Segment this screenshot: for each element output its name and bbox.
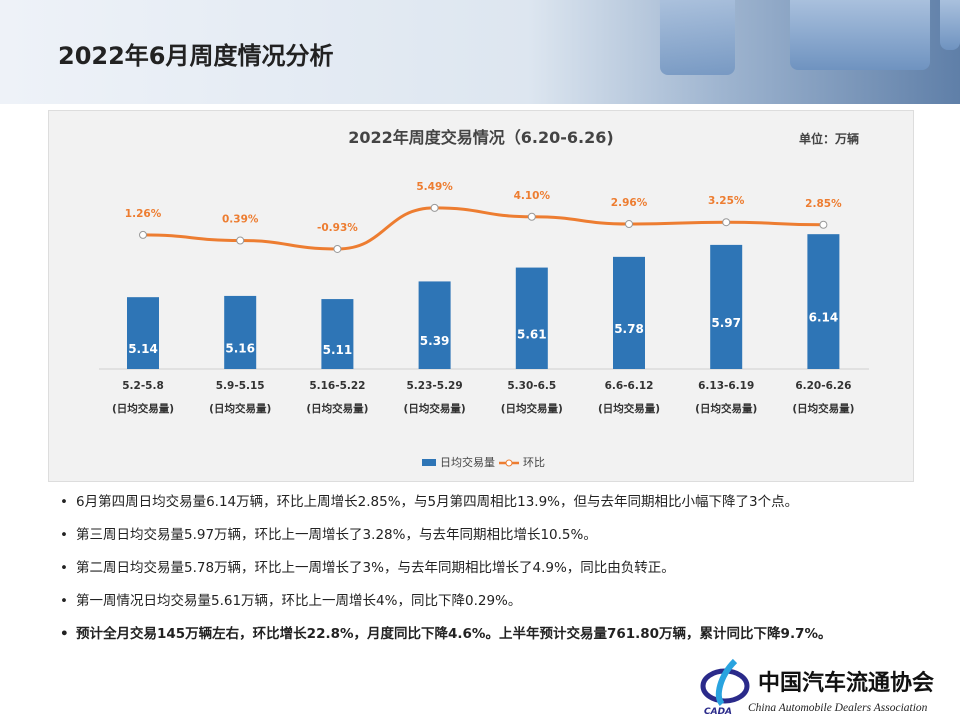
- bar: [321, 299, 354, 369]
- bar-value-label: 6.14: [809, 311, 839, 325]
- bar-value-label: 5.39: [420, 334, 450, 348]
- bullet-item: 第二周日均交易量5.78万辆，环比上一周增长了3%，与去年同期相比增长了4.9%…: [60, 556, 940, 580]
- bar: [515, 267, 548, 369]
- unit-label: 单位：万辆: [799, 131, 859, 146]
- line-point: [625, 220, 633, 229]
- x-tick-sublabel: (日均交易量): [792, 402, 854, 415]
- bar: [418, 281, 451, 369]
- x-tick-sublabel: (日均交易量): [404, 402, 466, 415]
- decorative-cube: [940, 0, 960, 50]
- legend-bar-swatch: [422, 459, 436, 466]
- header-banner: 2022年6月周度情况分析: [0, 0, 960, 104]
- bar: [807, 234, 840, 369]
- bullet-list: 6月第四周日均交易量6.14万辆，环比上周增长2.85%，与5月第四周相比13.…: [60, 490, 940, 655]
- logo-en: China Automobile Dealers Association: [748, 702, 928, 714]
- line-value-label: 2.85%: [805, 198, 842, 210]
- x-tick-label: 5.2-5.8: [122, 380, 164, 392]
- logo-cn: 中国汽车流通协会: [758, 670, 934, 696]
- x-tick-label: 6.13-6.19: [698, 380, 754, 392]
- bullet-item: 第三周日均交易量5.97万辆，环比上一周增长了3.28%，与去年同期相比增长10…: [60, 523, 940, 547]
- line-value-label: 4.10%: [514, 190, 551, 202]
- line-point: [527, 212, 536, 221]
- decorative-cube: [790, 0, 930, 70]
- line-value-label: 3.25%: [708, 195, 745, 207]
- x-tick-sublabel: (日均交易量): [306, 402, 368, 415]
- bullet-item: 6月第四周日均交易量6.14万辆，环比上周增长2.85%，与5月第四周相比13.…: [60, 490, 940, 514]
- bar-value-label: 5.16: [225, 341, 255, 355]
- line-point: [722, 218, 731, 227]
- line-point: [139, 230, 147, 239]
- x-tick-label: 5.9-5.15: [216, 380, 265, 392]
- bullet-item: 预计全月交易145万辆左右，环比增长22.8%，月度同比下降4.6%。上半年预计…: [60, 622, 906, 646]
- line-point: [333, 244, 342, 253]
- bar-value-label: 5.11: [323, 343, 353, 357]
- x-tick-sublabel: (日均交易量): [501, 402, 563, 415]
- line-value-label: 1.26%: [125, 208, 162, 220]
- legend-bar-label: 日均交易量: [440, 455, 495, 469]
- x-tick-label: 5.30-6.5: [507, 380, 556, 392]
- line-value-label: 0.39%: [222, 214, 259, 226]
- line-point: [430, 203, 439, 212]
- bar: [224, 295, 257, 369]
- chart-title: 2022年周度交易情况（6.20-6.26): [348, 128, 613, 147]
- x-tick-label: 5.16-5.22: [309, 380, 365, 392]
- bullet-item: 第一周情况日均交易量5.61万辆，环比上一周增长4%，同比下降0.29%。: [60, 589, 940, 613]
- bar-value-label: 5.97: [711, 316, 741, 330]
- x-tick-label: 6.20-6.26: [795, 380, 851, 392]
- bar-value-label: 5.14: [128, 342, 158, 356]
- cada-logo: CADA 中国汽车流通协会 China Automobile Dealers A…: [700, 658, 934, 716]
- bar: [710, 244, 743, 369]
- x-tick-sublabel: (日均交易量): [598, 402, 660, 415]
- x-tick-label: 6.6-6.12: [605, 380, 654, 392]
- page-title: 2022年6月周度情况分析: [58, 42, 334, 70]
- line-series: [142, 206, 824, 251]
- line-point: [819, 220, 828, 229]
- x-tick-sublabel: (日均交易量): [112, 402, 174, 415]
- x-tick-label: 5.23-5.29: [407, 380, 463, 392]
- bar-value-label: 5.78: [614, 322, 644, 336]
- x-tick-sublabel: (日均交易量): [695, 402, 757, 415]
- line-value-label: 2.96%: [611, 197, 648, 209]
- line-value-label: -0.93%: [317, 222, 358, 234]
- bar: [127, 297, 159, 369]
- chart-container: 2022年周度交易情况（6.20-6.26) 单位：万辆 5.14 5.2-5.8…: [48, 110, 914, 482]
- decorative-cube: [660, 0, 735, 75]
- legend-line-label: 环比: [523, 456, 545, 469]
- legend-line-marker: [505, 459, 513, 467]
- chart: 2022年周度交易情况（6.20-6.26) 单位：万辆 5.14 5.2-5.8…: [99, 128, 869, 469]
- bar-value-label: 5.61: [517, 327, 547, 341]
- logo-abbr: CADA: [704, 707, 732, 716]
- line-point: [236, 236, 245, 245]
- x-tick-sublabel: (日均交易量): [209, 402, 271, 415]
- bar: [613, 256, 645, 369]
- line-value-label: 5.49%: [416, 181, 453, 193]
